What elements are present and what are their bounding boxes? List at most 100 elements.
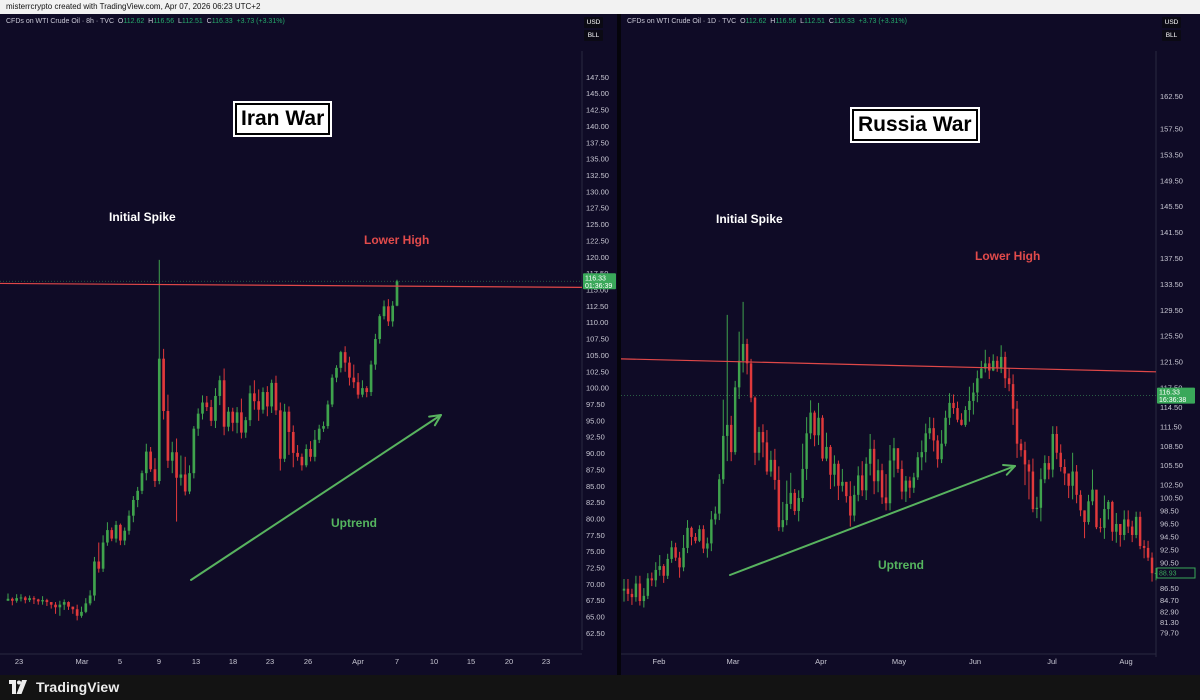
candle <box>880 463 884 504</box>
candlestick-chart[interactable]: 147.50 145.00 142.50 140.00 137.50 135.00 132.… <box>0 14 617 675</box>
candle-body <box>765 442 769 472</box>
candle-body <box>722 435 725 480</box>
price-tick-label: 125.00 <box>586 220 609 229</box>
candle-body <box>777 479 781 528</box>
candle <box>188 465 191 495</box>
price-tick-label: 157.50 <box>1160 124 1183 133</box>
candle <box>201 395 204 420</box>
pane-divider[interactable] <box>617 14 621 675</box>
candle-body <box>737 360 741 388</box>
candle <box>646 573 650 600</box>
candle-body <box>101 542 105 569</box>
candle <box>1059 444 1062 472</box>
quantity-unit[interactable]: BLL <box>584 30 603 41</box>
candle <box>19 594 23 602</box>
candle-body <box>119 524 122 541</box>
price-tick-label: 75.00 <box>586 547 605 556</box>
quantity-unit[interactable]: BLL <box>1162 30 1181 41</box>
candle-body <box>1027 464 1031 472</box>
candle <box>10 597 14 606</box>
candle-body <box>876 470 880 482</box>
candle-body <box>714 513 717 520</box>
candle <box>387 299 390 326</box>
price-tick-label: 125.50 <box>1160 332 1183 341</box>
candlestick-chart[interactable]: 162.50 157.50 153.50 149.50 145.50 141.50 137.… <box>621 14 1200 675</box>
candle-body <box>729 424 733 453</box>
candle-body <box>248 393 252 421</box>
candle-body <box>773 459 777 480</box>
last-price-value: 116.33 <box>585 275 606 282</box>
time-tick-label: 18 <box>229 657 237 666</box>
candle <box>106 522 109 546</box>
price-tick-label: 80.00 <box>586 514 605 523</box>
candle-body <box>10 598 14 601</box>
candle-body <box>270 382 273 407</box>
candle-body <box>1031 471 1035 510</box>
candle <box>1119 523 1122 547</box>
candle-body <box>718 479 721 514</box>
candle-body <box>1035 507 1039 510</box>
candle <box>825 432 828 462</box>
current-price-value: 88.93 <box>1159 570 1177 577</box>
candle-body <box>845 481 848 497</box>
candle <box>41 596 44 605</box>
candle-body <box>166 411 170 461</box>
price-axis[interactable]: 147.50 145.00 142.50 140.00 137.50 135.00 132.… <box>586 73 609 638</box>
low-value: 112.51 <box>181 18 203 25</box>
candle <box>932 417 935 452</box>
candle-body <box>395 281 399 306</box>
price-tick-label: 108.50 <box>1160 442 1183 451</box>
candle-body <box>374 339 377 365</box>
candle <box>209 399 213 427</box>
candle <box>15 594 18 603</box>
candle-body <box>733 387 737 453</box>
candle <box>690 526 693 546</box>
candle-body <box>110 530 114 539</box>
lower-high-label: Lower High <box>975 249 1041 263</box>
chart-pane-russia[interactable]: CFDs on WTI Crude Oil · 1D · TVC O112.62… <box>621 14 1200 675</box>
high-label: H <box>770 18 776 25</box>
price-tick-label: 137.50 <box>1160 254 1183 263</box>
candle-body <box>1083 510 1086 523</box>
candle <box>97 542 101 573</box>
chart-title: Russia War <box>852 109 978 141</box>
open-value: 112.62 <box>745 18 767 25</box>
candle-body <box>841 481 844 486</box>
candle <box>745 338 749 375</box>
time-axis[interactable]: Feb Mar Apr May Jun Jul Aug <box>653 657 1133 666</box>
candle <box>391 301 395 327</box>
currency-unit[interactable]: USD <box>1162 17 1181 28</box>
candle <box>860 461 864 497</box>
candle <box>857 466 860 502</box>
candle-body <box>988 363 991 371</box>
candle-body <box>205 402 209 408</box>
candle <box>785 480 789 526</box>
candle-body <box>674 547 677 558</box>
candle-body <box>144 451 148 474</box>
currency-unit[interactable]: USD <box>584 17 603 28</box>
candle <box>361 380 364 398</box>
candle <box>964 406 967 427</box>
candle <box>837 460 840 501</box>
candle <box>54 602 57 614</box>
chart-pane-iran[interactable]: CFDs on WTI Crude Oil · 8h · TVC O112.62… <box>0 14 617 675</box>
time-axis[interactable]: 23 Mar 5 9 13 18 23 26 Apr 7 10 15 20 23 <box>15 657 550 666</box>
candle <box>984 349 987 373</box>
time-tick-label: 26 <box>304 657 312 666</box>
candle-body <box>654 569 657 581</box>
price-tick-label: 82.90 <box>1160 608 1179 617</box>
close-value: 116.33 <box>211 18 233 25</box>
candle <box>45 598 49 606</box>
price-axis[interactable]: 162.50 157.50 153.50 149.50 145.50 141.50 137.… <box>1160 92 1183 637</box>
close-label: C <box>828 18 834 25</box>
candle <box>132 496 135 523</box>
candle <box>162 348 165 420</box>
price-tick-label: 105.50 <box>1160 461 1183 470</box>
candle-body <box>908 480 912 488</box>
candle <box>972 382 975 415</box>
candle <box>1007 367 1011 392</box>
candle-body <box>662 566 665 576</box>
close-value: 116.33 <box>833 18 855 25</box>
candle <box>821 415 824 462</box>
candle <box>829 444 832 490</box>
